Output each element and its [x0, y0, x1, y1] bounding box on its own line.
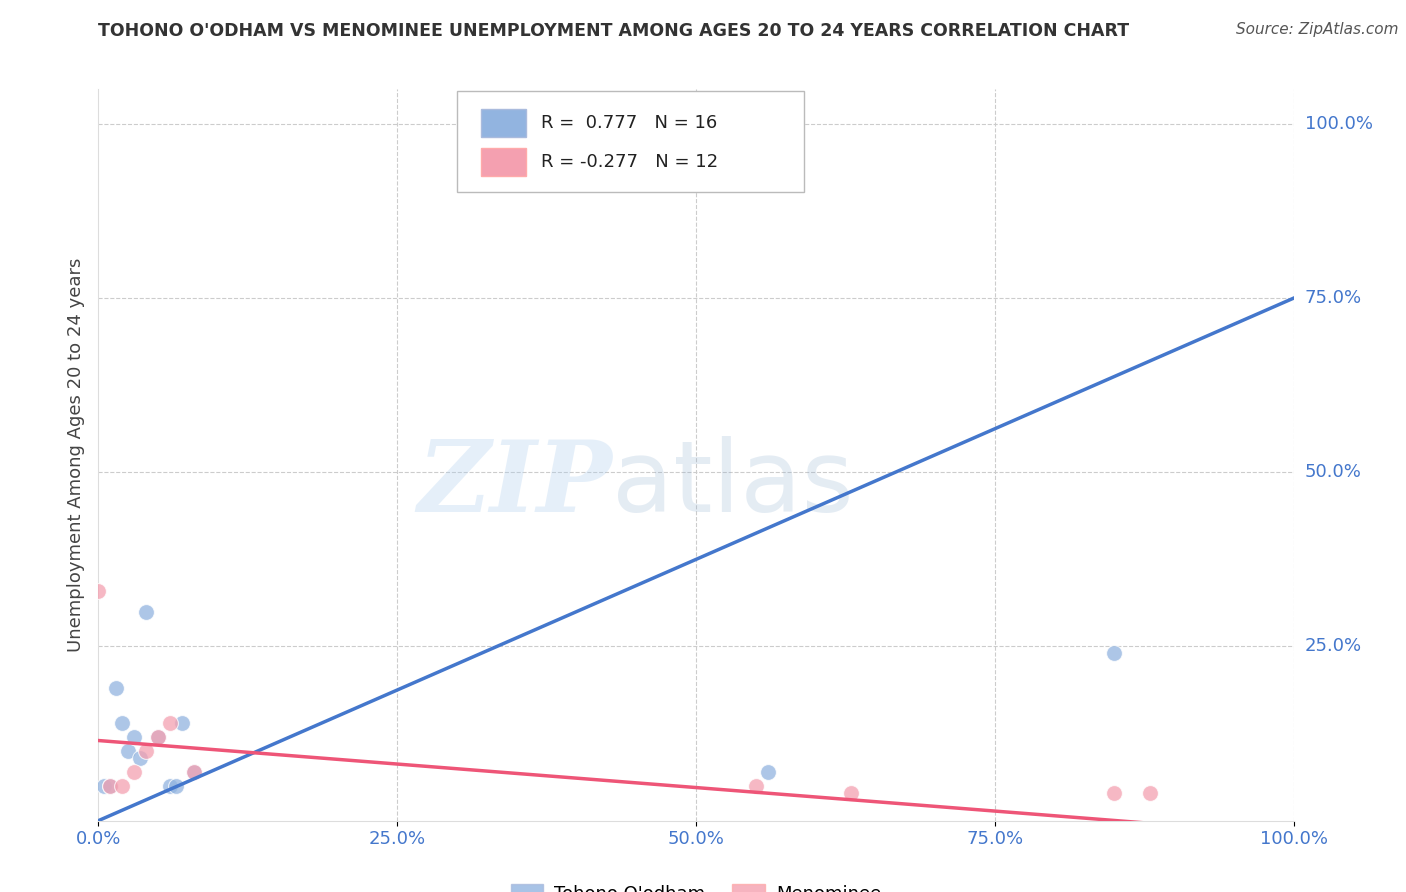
Text: 100.0%: 100.0%	[1305, 115, 1372, 133]
Point	[111, 716, 134, 731]
Point	[1102, 786, 1125, 800]
Point	[135, 605, 157, 619]
Point	[183, 764, 205, 779]
FancyBboxPatch shape	[457, 91, 804, 192]
Text: 25.0%: 25.0%	[1305, 638, 1362, 656]
Point	[148, 730, 170, 744]
Point	[111, 779, 134, 793]
Point	[159, 716, 181, 731]
Point	[148, 730, 170, 744]
Text: R = -0.277   N = 12: R = -0.277 N = 12	[540, 153, 717, 170]
Y-axis label: Unemployment Among Ages 20 to 24 years: Unemployment Among Ages 20 to 24 years	[66, 258, 84, 652]
Point	[93, 779, 115, 793]
Point	[135, 744, 157, 758]
Point	[745, 779, 768, 793]
Point	[124, 764, 146, 779]
Point	[87, 583, 110, 598]
Text: 50.0%: 50.0%	[1305, 463, 1361, 482]
Point	[839, 786, 862, 800]
Text: TOHONO O'ODHAM VS MENOMINEE UNEMPLOYMENT AMONG AGES 20 TO 24 YEARS CORRELATION C: TOHONO O'ODHAM VS MENOMINEE UNEMPLOYMENT…	[98, 22, 1129, 40]
Text: Source: ZipAtlas.com: Source: ZipAtlas.com	[1236, 22, 1399, 37]
Text: R =  0.777   N = 16: R = 0.777 N = 16	[540, 114, 717, 132]
Point	[600, 117, 623, 131]
Point	[124, 730, 146, 744]
Point	[159, 779, 181, 793]
Point	[756, 764, 779, 779]
FancyBboxPatch shape	[481, 109, 526, 136]
Point	[98, 779, 122, 793]
Point	[117, 744, 139, 758]
Point	[129, 751, 152, 765]
Point	[105, 681, 128, 696]
FancyBboxPatch shape	[481, 148, 526, 176]
Point	[165, 779, 187, 793]
Point	[1102, 647, 1125, 661]
Legend: Tohono O'odham, Menominee: Tohono O'odham, Menominee	[503, 877, 889, 892]
Point	[98, 779, 122, 793]
Text: ZIP: ZIP	[418, 436, 612, 533]
Text: 75.0%: 75.0%	[1305, 289, 1362, 307]
Point	[172, 716, 194, 731]
Text: atlas: atlas	[612, 435, 853, 533]
Point	[183, 764, 205, 779]
Point	[1139, 786, 1161, 800]
